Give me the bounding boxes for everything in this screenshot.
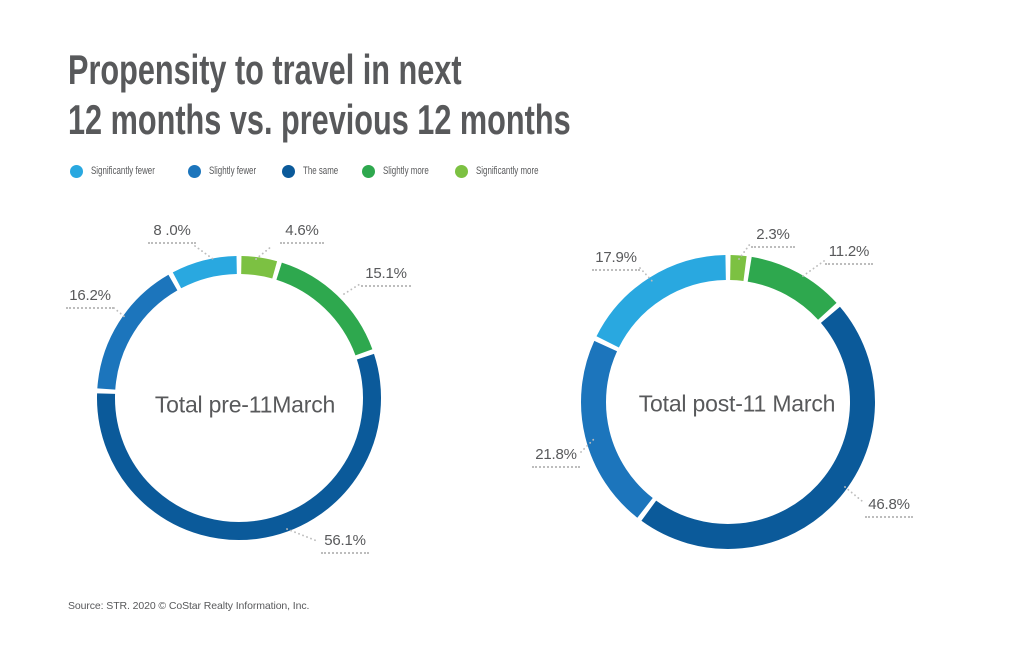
label-leader-line — [343, 283, 361, 295]
donut-segment-slightly-fewer — [97, 274, 178, 390]
segment-value-label-significantly-fewer: 8 .0% — [148, 222, 196, 244]
label-leader-line — [844, 486, 863, 502]
legend-item-label: The same — [303, 165, 339, 177]
legend-dot-icon — [282, 164, 295, 178]
donut-segment-significantly-fewer — [172, 256, 238, 289]
label-leader-line — [738, 243, 751, 260]
segment-value-label-slightly-fewer: 16.2% — [66, 287, 114, 309]
donut-segment-slightly-more — [747, 256, 837, 320]
donut-ring-post-11-march — [580, 243, 875, 549]
legend-item-label: Significantly more — [476, 165, 539, 177]
legend-item-label: Slightly fewer — [209, 165, 257, 177]
segment-value-label-slightly-more: 15.1% — [361, 265, 411, 287]
legend-dot-icon — [362, 164, 375, 178]
segment-value-label-slightly-more: 11.2% — [825, 243, 873, 265]
label-leader-line — [802, 260, 825, 277]
donut-center-label-post: Total post-11 March — [638, 390, 836, 417]
legend-dot-icon — [70, 164, 83, 178]
donut-segment-the-same — [97, 353, 381, 540]
donut-segment-significantly-fewer — [596, 255, 727, 348]
segment-value-label-significantly-more: 2.3% — [751, 226, 795, 248]
label-leader-line — [194, 245, 214, 260]
label-leader-line — [255, 245, 273, 260]
label-leader-line — [580, 437, 596, 453]
label-leader-line — [639, 267, 654, 283]
page-title: Propensity to travel in next 12 months v… — [68, 45, 571, 145]
page-title-line1: Propensity to travel in next — [68, 46, 462, 93]
source-note: Source: STR. 2020 © CoStar Realty Inform… — [68, 600, 310, 612]
legend-item-label: Slightly more — [383, 165, 429, 177]
donut-segment-significantly-more — [729, 255, 747, 281]
legend-item-slightly-more: Slightly more — [362, 164, 447, 178]
page-title-line2: 12 months vs. previous 12 months — [68, 96, 571, 143]
segment-value-label-slightly-fewer: 21.8% — [532, 446, 580, 468]
legend-item-significantly-fewer: Significantly fewer — [70, 164, 180, 178]
donut-center-label-pre: Total pre-11March — [154, 391, 336, 418]
donut-segment-the-same — [641, 306, 875, 549]
legend-dot-icon — [455, 164, 468, 178]
legend-dot-icon — [188, 164, 201, 178]
segment-value-label-the-same: 56.1% — [321, 532, 369, 554]
donut-ring-pre-11-march — [97, 245, 381, 542]
donut-segment-slightly-more — [276, 262, 373, 356]
donut-chart-pre-11-march: Total pre-11March 8 .0% 16.2% 56.1% 15.1% 4.… — [55, 215, 435, 580]
segment-value-label-significantly-more: 4.6% — [280, 222, 324, 244]
donut-chart-post-11-march: Total post-11 March 17.9% 21.8% 46.8% 11.2%… — [530, 215, 960, 585]
legend-item-slightly-fewer: Slightly fewer — [188, 164, 274, 178]
donut-segment-slightly-fewer — [581, 340, 653, 518]
donut-segment-significantly-more — [240, 256, 278, 279]
legend-item-significantly-more: Significantly more — [455, 164, 563, 178]
legend-item-label: Significantly fewer — [91, 165, 155, 177]
label-leader-line — [286, 528, 318, 542]
segment-value-label-significantly-fewer: 17.9% — [592, 249, 640, 271]
label-leader-line — [113, 307, 127, 319]
legend-item-the-same: The same — [282, 164, 352, 178]
segment-value-label-the-same: 46.8% — [865, 496, 913, 518]
